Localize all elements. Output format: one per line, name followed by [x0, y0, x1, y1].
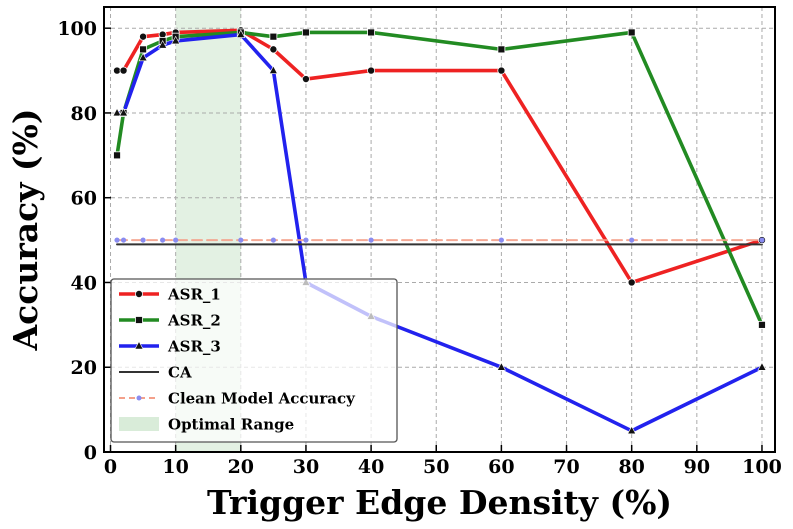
- clean-model-accuracy-point: [173, 237, 179, 243]
- legend-marker-asr-3: [134, 340, 144, 350]
- asr-2-point: [627, 28, 636, 37]
- asr-3-point: [112, 107, 122, 117]
- asr-1-point: [497, 66, 506, 75]
- asr-1-point: [627, 278, 636, 287]
- asr-2-point: [497, 45, 506, 54]
- x-tick-label: 70: [553, 456, 579, 478]
- legend-label-optimal-range: Optimal Range: [168, 416, 294, 434]
- x-axis-title: Trigger Edge Density (%): [207, 483, 672, 522]
- legend-label-asr-1: ASR_1: [167, 286, 221, 304]
- x-tick-label: 50: [423, 456, 449, 478]
- clean-model-accuracy-point: [759, 237, 765, 243]
- marker-layer: [112, 26, 767, 435]
- clean-model-accuracy-point: [368, 237, 374, 243]
- asr-1-point: [301, 75, 310, 84]
- x-tick-label: 40: [358, 456, 384, 478]
- asr-1-line: [115, 28, 764, 285]
- clean-model-accuracy-point: [238, 237, 244, 243]
- x-tick-label: 90: [684, 456, 710, 478]
- asr-3-point: [627, 425, 637, 435]
- x-tick-label: 30: [293, 456, 319, 478]
- y-tick-label: 60: [71, 188, 97, 210]
- legend-marker-clean-model-accuracy: [136, 395, 142, 401]
- clean-model-accuracy-point: [140, 237, 146, 243]
- legend-label-ca: CA: [168, 364, 192, 382]
- y-axis-title: Accuracy (%): [6, 109, 45, 352]
- x-tick-label: 80: [618, 456, 644, 478]
- y-tick-label: 80: [71, 103, 97, 125]
- asr-3-point: [138, 52, 148, 62]
- asr-2-point: [269, 32, 278, 41]
- asr-1-point: [119, 66, 128, 75]
- y-tick-label: 40: [71, 272, 97, 294]
- legend-swatch-optimal-range: [119, 417, 159, 431]
- clean-model-accuracy-point: [114, 237, 120, 243]
- clean-model-accuracy-point: [120, 237, 127, 243]
- asr-2-point: [302, 28, 310, 37]
- asr-3-point: [119, 107, 129, 117]
- clean-model-accuracy-point: [498, 237, 504, 243]
- clean-model-accuracy-point: [303, 237, 309, 243]
- x-tick-label: 0: [104, 456, 117, 478]
- plot-frame: [103, 6, 776, 453]
- asr-2-point: [139, 45, 147, 54]
- legend-label-clean-model-accuracy: Clean Model Accuracy: [168, 390, 356, 408]
- x-tick-label: 10: [162, 456, 188, 478]
- legend-label-asr-2: ASR_2: [167, 312, 221, 330]
- clean-model-accuracy-point: [629, 237, 635, 243]
- x-tick-label: 20: [228, 456, 254, 478]
- asr-3-point: [171, 35, 181, 45]
- clean-model-accuracy-point: [270, 237, 276, 243]
- asr-2-point: [113, 151, 121, 160]
- legend: ASR_1 ASR_2 ASR_3 CA Clean Model Accuracy Opt…: [110, 278, 398, 443]
- y-tick-label: 20: [71, 357, 97, 379]
- asr-2-point: [758, 320, 766, 329]
- x-tick-label: 100: [742, 456, 782, 478]
- asr-1-point: [367, 66, 376, 75]
- clean-model-accuracy-point: [160, 237, 166, 243]
- x-tick-label: 60: [488, 456, 514, 478]
- asr-1-point: [269, 45, 278, 54]
- y-tick-label: 100: [57, 18, 97, 40]
- asr-1-point: [139, 32, 148, 41]
- asr-3-point: [496, 362, 506, 371]
- asr-2-point: [367, 28, 375, 37]
- y-tick-label: 0: [84, 442, 97, 464]
- legend-label-asr-3: ASR_3: [167, 338, 221, 356]
- asr-3-point: [158, 40, 168, 49]
- legend-marker-asr-2: [135, 316, 143, 324]
- asr-3-line: [115, 32, 764, 433]
- asr-3-point: [757, 362, 767, 371]
- legend-marker-asr-1: [134, 289, 143, 298]
- asr-3-point: [236, 29, 246, 38]
- tick-layer: 0 10 20 30 40 50 60 70 80 90 100 0 20 40 60 80 100: [57, 18, 781, 478]
- legend-box: [110, 278, 398, 443]
- asr-3-point: [268, 65, 278, 74]
